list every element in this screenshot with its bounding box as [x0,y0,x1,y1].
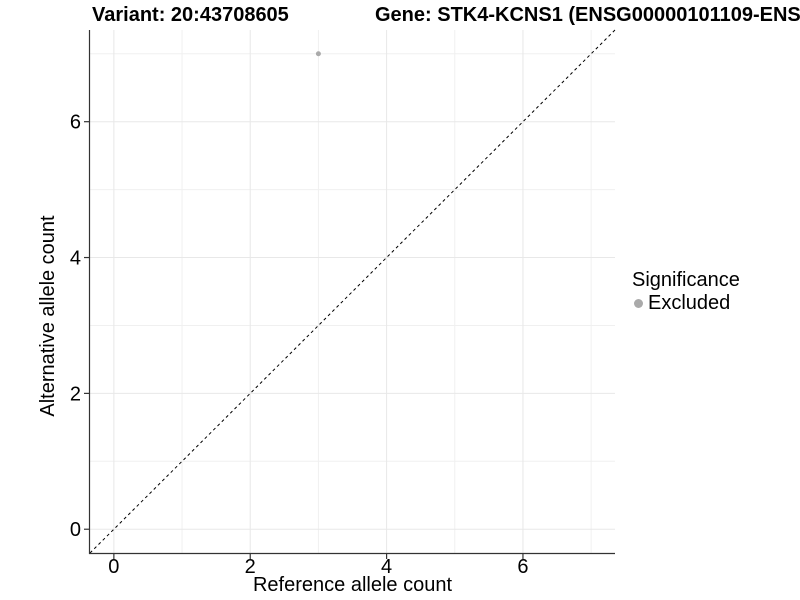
y-axis-title: Alternative allele count [37,215,59,417]
plot-title-variant: Variant: 20:43708605 [92,4,289,26]
identity-reference-line [89,29,616,554]
y-tick-label: 4 [70,248,81,270]
legend: Significance Excluded [632,268,740,314]
y-tick-label: 0 [70,519,81,541]
x-tick-label: 2 [245,556,256,578]
legend-item-excluded: Excluded [632,292,740,314]
y-tick-label: 2 [70,383,81,405]
data-point [315,51,321,57]
plot-title-gene: Gene: STK4-KCNS1 (ENSG00000101109-ENS [375,4,800,26]
x-tick-label: 6 [517,556,528,578]
x-axis-title: Reference allele count [252,574,452,596]
legend-marker-circle-icon [634,298,643,308]
x-tick-label: 0 [108,556,119,578]
legend-title: Significance [632,269,740,291]
x-tick-label: 4 [381,556,392,578]
legend-label: Excluded [648,292,731,314]
y-tick-label: 6 [70,112,81,134]
